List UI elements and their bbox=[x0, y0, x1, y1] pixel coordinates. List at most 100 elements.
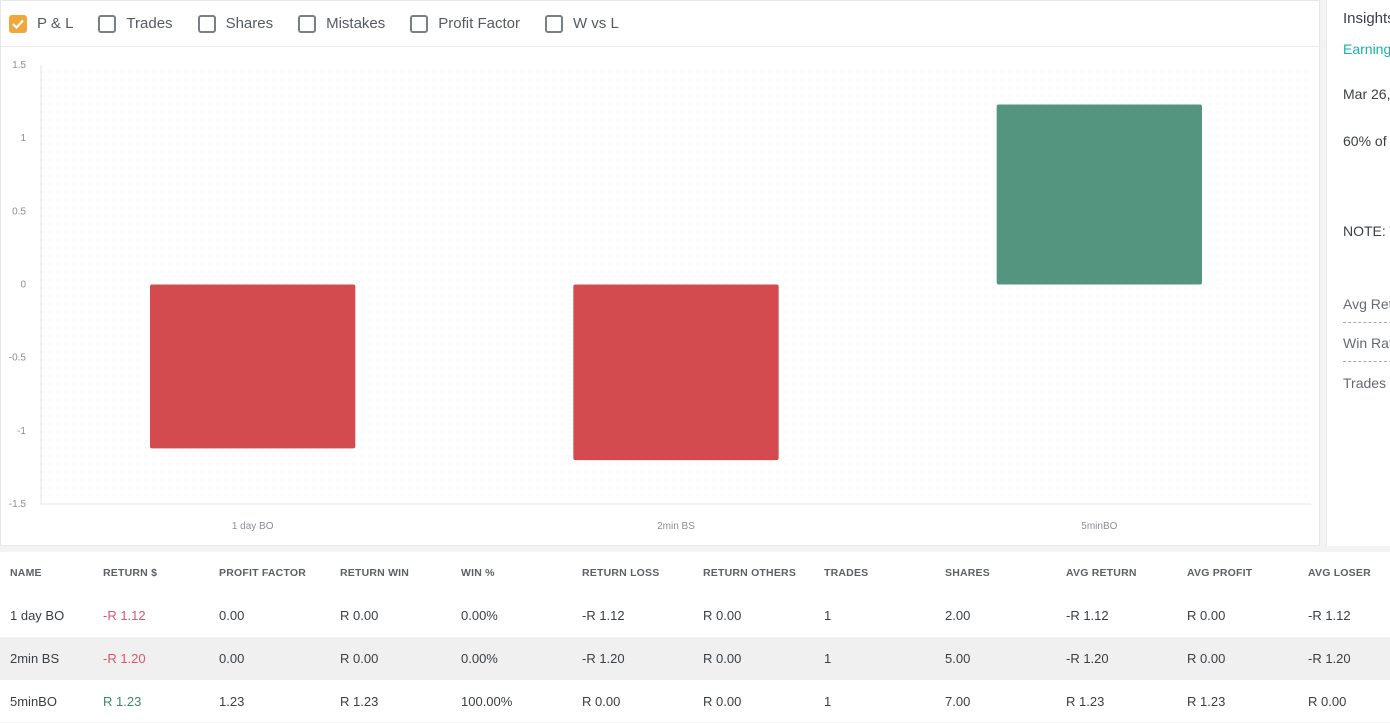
cell-name: 2min BS bbox=[0, 637, 93, 680]
pnl-bar-chart: 1.5 1 0.5 0 -0.5 -1 -1.5 1 day BO 2min BS 5minBO bbox=[1, 47, 1321, 547]
x-tick-label: 1 day BO bbox=[232, 521, 274, 532]
column-header[interactable]: AVG RETURN bbox=[1066, 567, 1137, 579]
cell-name: 5minBO bbox=[10, 694, 57, 709]
cell-trades: 1 bbox=[814, 637, 935, 680]
cell-avg-profit: R 1.23 bbox=[1187, 694, 1226, 709]
metric-toolbar: P & L Trades Shares Mistakes Profit Fact… bbox=[1, 1, 1321, 47]
checkbox-trades[interactable]: Trades bbox=[98, 14, 173, 33]
checkbox-label: Profit Factor bbox=[438, 15, 520, 32]
column-header[interactable]: WIN % bbox=[461, 567, 495, 579]
cell-return-others: R 0.00 bbox=[703, 608, 742, 623]
insights-title: Insights bbox=[1343, 10, 1390, 27]
cell-avg-loser: R 0.00 bbox=[1308, 694, 1347, 709]
checkbox-label: W vs L bbox=[572, 15, 619, 32]
insights-avg-return: Avg Retu bbox=[1343, 296, 1390, 323]
cell-return-win: R 0.00 bbox=[330, 637, 451, 680]
table-row[interactable]: 5minBO R 1.23 1.23 R 1.23 100.00% R 0.00… bbox=[0, 680, 1390, 723]
cell-shares: 7.00 bbox=[945, 694, 971, 709]
insights-trades: Trades bbox=[1343, 375, 1387, 391]
column-header[interactable]: NAME bbox=[10, 567, 42, 579]
insights-text: 60% of y Winner. afterno bbox=[1343, 133, 1390, 149]
x-tick-label: 5minBO bbox=[1081, 521, 1117, 532]
checkbox-w-vs-l[interactable]: W vs L bbox=[544, 14, 619, 33]
column-header[interactable]: RETURN $ bbox=[103, 567, 158, 579]
cell-return: R 1.23 bbox=[103, 694, 142, 709]
cell-win-pct: 0.00% bbox=[461, 608, 498, 623]
cell-profit-factor: 0.00 bbox=[219, 608, 245, 623]
cell-avg-profit: R 0.00 bbox=[1177, 637, 1298, 680]
checkbox-box[interactable] bbox=[410, 14, 429, 33]
column-header[interactable]: AVG LOSER bbox=[1308, 567, 1371, 579]
column-header[interactable]: SHARES bbox=[945, 567, 990, 579]
checkbox-box[interactable] bbox=[9, 14, 27, 33]
cell-trades: 1 bbox=[824, 608, 832, 623]
cell-avg-return: -R 1.12 bbox=[1066, 608, 1109, 623]
checkbox-box[interactable] bbox=[197, 14, 216, 33]
cell-trades: 1 bbox=[824, 694, 832, 709]
insights-link[interactable]: Earnings month bbox=[1343, 41, 1390, 57]
x-tick-labels: 1 day BO 2min BS 5minBO bbox=[232, 521, 1118, 532]
y-tick-labels: 1.5 1 0.5 0 -0.5 -1 -1.5 bbox=[9, 60, 27, 510]
cell-profit-factor: 1.23 bbox=[219, 694, 245, 709]
stats-table: NAME RETURN $ PROFIT FACTOR RETURN WIN W… bbox=[0, 552, 1390, 723]
y-tick-label: 1 bbox=[20, 133, 26, 144]
stats-table-container: NAME RETURN $ PROFIT FACTOR RETURN WIN W… bbox=[0, 552, 1390, 722]
insights-win-rate: Win Rat bbox=[1343, 335, 1390, 362]
cell-return: -R 1.20 bbox=[93, 637, 209, 680]
bar-1-day-bo[interactable] bbox=[150, 284, 356, 449]
cell-return: -R 1.12 bbox=[103, 608, 146, 623]
checkbox-mistakes[interactable]: Mistakes bbox=[298, 14, 386, 33]
cell-win-pct: 0.00% bbox=[451, 637, 572, 680]
column-header[interactable]: TRADES bbox=[824, 567, 869, 579]
cell-win-pct: 100.00% bbox=[461, 694, 513, 709]
cell-avg-return: -R 1.20 bbox=[1056, 637, 1177, 680]
cell-avg-loser: -R 1.12 bbox=[1308, 608, 1351, 623]
bar-2min-bs[interactable] bbox=[573, 284, 779, 461]
table-row[interactable]: 2min BS -R 1.20 0.00 R 0.00 0.00% -R 1.2… bbox=[0, 637, 1390, 680]
cell-return-loss: R 0.00 bbox=[582, 694, 621, 709]
checkbox-label: P & L bbox=[37, 15, 74, 32]
column-header[interactable]: RETURN OTHERS bbox=[703, 567, 797, 579]
checkbox-box[interactable] bbox=[98, 14, 117, 33]
checkbox-box[interactable] bbox=[298, 14, 317, 33]
table-header-row: NAME RETURN $ PROFIT FACTOR RETURN WIN W… bbox=[0, 552, 1390, 594]
cell-return-win: R 0.00 bbox=[340, 608, 379, 623]
cell-avg-return: R 1.23 bbox=[1066, 694, 1105, 709]
column-header[interactable]: PROFIT FACTOR bbox=[219, 567, 306, 579]
insights-panel: Insights Earnings month Mar 26, 60% of y… bbox=[1326, 0, 1390, 546]
y-tick-label: 0 bbox=[20, 280, 26, 291]
cell-return-loss: -R 1.12 bbox=[582, 608, 625, 623]
checkbox-label: Mistakes bbox=[326, 15, 386, 32]
checkbox-label: Trades bbox=[126, 15, 173, 32]
column-header[interactable]: RETURN LOSS bbox=[582, 567, 660, 579]
checkbox-box[interactable] bbox=[544, 14, 563, 33]
chart-panel: P & L Trades Shares Mistakes Profit Fact… bbox=[0, 0, 1321, 547]
x-tick-label: 2min BS bbox=[657, 521, 695, 532]
y-tick-label: -1.5 bbox=[9, 499, 27, 510]
cell-avg-loser: -R 1.20 bbox=[1298, 637, 1390, 680]
cell-return-loss: -R 1.20 bbox=[572, 637, 693, 680]
check-icon bbox=[12, 19, 24, 29]
cell-profit-factor: 0.00 bbox=[209, 637, 330, 680]
cell-shares: 5.00 bbox=[935, 637, 1056, 680]
y-tick-label: 0.5 bbox=[12, 206, 26, 217]
cell-name: 1 day BO bbox=[10, 608, 65, 623]
checkbox-pnl[interactable]: P & L bbox=[9, 14, 74, 33]
chart-svg: 1.5 1 0.5 0 -0.5 -1 -1.5 1 day BO 2min BS 5minBO bbox=[9, 60, 1311, 532]
table-row[interactable]: 1 day BO -R 1.12 0.00 R 0.00 0.00% -R 1.… bbox=[0, 594, 1390, 637]
insights-date: Mar 26, bbox=[1343, 86, 1390, 102]
y-tick-label: -1 bbox=[17, 426, 26, 437]
cell-return-others: R 0.00 bbox=[703, 694, 742, 709]
cell-shares: 2.00 bbox=[945, 608, 971, 623]
y-tick-label: 1.5 bbox=[12, 60, 26, 71]
column-header[interactable]: AVG PROFIT bbox=[1187, 567, 1253, 579]
checkbox-label: Shares bbox=[225, 15, 274, 32]
checkbox-profit-factor[interactable]: Profit Factor bbox=[410, 14, 520, 33]
column-header[interactable]: RETURN WIN bbox=[340, 567, 410, 579]
cell-return-others: R 0.00 bbox=[693, 637, 814, 680]
bar-5minbo[interactable] bbox=[996, 104, 1202, 285]
y-tick-label: -0.5 bbox=[9, 353, 27, 364]
insights-note: NOTE: T feature bbox=[1343, 223, 1390, 239]
bars bbox=[150, 104, 1202, 461]
checkbox-shares[interactable]: Shares bbox=[197, 14, 274, 33]
